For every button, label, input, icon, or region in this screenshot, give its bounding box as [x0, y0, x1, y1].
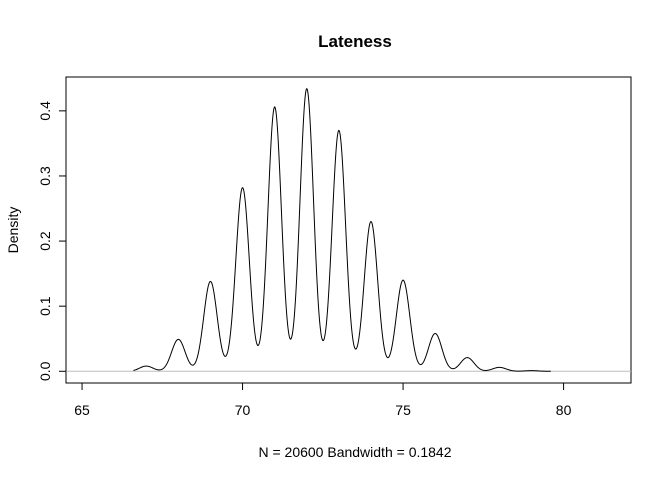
y-tick-label: 0.0: [37, 361, 53, 381]
x-tick-label: 65: [74, 402, 90, 418]
x-tick-label: 70: [235, 402, 251, 418]
x-tick-label: 75: [395, 402, 411, 418]
x-tick-label: 80: [556, 402, 572, 418]
x-axis: 65 70 75 80: [74, 382, 572, 418]
y-tick-label: 0.3: [37, 166, 53, 186]
plot-frame: [65, 76, 632, 384]
y-axis-label: Density: [5, 207, 21, 254]
chart-title: Lateness: [318, 32, 392, 51]
y-tick-label: 0.2: [37, 231, 53, 251]
y-axis: 0.0 0.1 0.2 0.3 0.4: [37, 101, 67, 381]
x-axis-label: N = 20600 Bandwidth = 0.1842: [258, 444, 451, 460]
y-tick-label: 0.4: [37, 101, 53, 121]
density-curve: [133, 88, 551, 372]
y-tick-label: 0.1: [37, 296, 53, 316]
